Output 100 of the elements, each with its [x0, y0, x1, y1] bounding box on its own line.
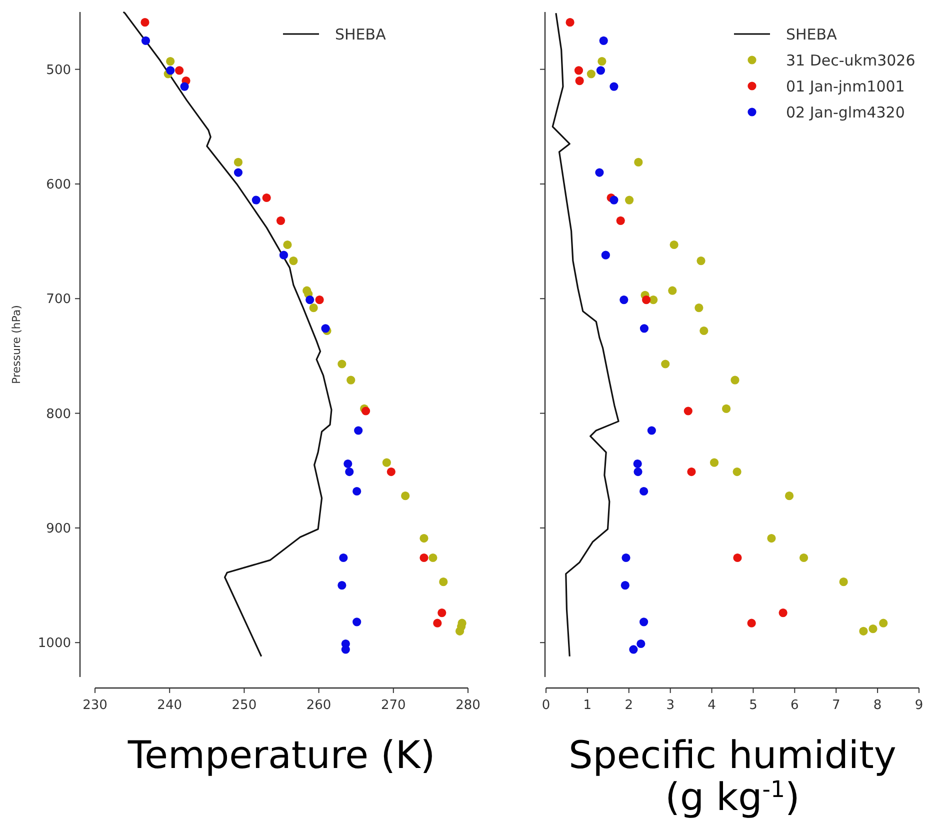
- point: [747, 618, 756, 628]
- point: [575, 76, 584, 86]
- point: [640, 618, 648, 626]
- x-tick-label: 5: [749, 698, 758, 713]
- x-tick-label: 240: [157, 698, 182, 713]
- point: [879, 618, 888, 628]
- point: [321, 324, 330, 333]
- point: [420, 534, 428, 543]
- point: [306, 295, 314, 304]
- point: [694, 304, 704, 312]
- point: [596, 66, 606, 75]
- point: [642, 295, 651, 304]
- x-tick-label: 2: [624, 698, 634, 713]
- point: [799, 553, 808, 562]
- x-tick-label: 280: [456, 698, 480, 713]
- point: [166, 57, 175, 66]
- point: [620, 295, 628, 304]
- point: [175, 66, 184, 75]
- point: [346, 376, 356, 384]
- y-tick-label: 1000: [38, 636, 71, 652]
- x-tick-label: 3: [666, 698, 674, 713]
- legend-label: SHEBA: [335, 25, 387, 44]
- point: [362, 406, 370, 416]
- x-tick-label: 4: [708, 698, 716, 713]
- point: [420, 553, 428, 562]
- legend-label: 01 Jan-jnm1001: [786, 77, 905, 96]
- point: [180, 82, 189, 91]
- point: [234, 168, 243, 177]
- point: [622, 553, 630, 562]
- point: [778, 608, 788, 618]
- point: [338, 580, 346, 590]
- point: [401, 492, 410, 500]
- point: [633, 459, 642, 468]
- point: [315, 295, 324, 304]
- point: [668, 286, 677, 295]
- x-tick-label: 1: [583, 698, 592, 713]
- point: [566, 18, 574, 27]
- point: [732, 467, 742, 476]
- point: [344, 459, 352, 468]
- line-series: [122, 11, 332, 658]
- point: [629, 645, 638, 654]
- point: [574, 66, 584, 75]
- point: [595, 168, 604, 177]
- x-tick-label: 7: [832, 698, 840, 713]
- point: [640, 486, 648, 496]
- point: [730, 376, 740, 384]
- point: [386, 467, 396, 476]
- point: [433, 618, 442, 628]
- legend-label: 31 Dec-ukm3026: [786, 51, 916, 70]
- point: [661, 360, 670, 368]
- point: [767, 534, 776, 543]
- point: [345, 467, 354, 476]
- y-axis-title: Pressure (hPa): [10, 305, 23, 384]
- point: [784, 492, 794, 500]
- y-tick-label: 500: [46, 62, 71, 78]
- point: [382, 458, 391, 467]
- point: [289, 256, 298, 266]
- point: [687, 467, 696, 476]
- point: [166, 66, 175, 75]
- point: [141, 36, 150, 45]
- point: [620, 580, 630, 590]
- y-tick-label: 800: [46, 406, 71, 422]
- point: [647, 426, 656, 435]
- point: [700, 326, 708, 336]
- x-tick-label: 270: [380, 698, 406, 713]
- point: [279, 250, 288, 260]
- x-tick-label: 6: [790, 698, 799, 713]
- x-tick-label: 9: [914, 698, 924, 713]
- point: [684, 406, 692, 416]
- point: [733, 553, 742, 562]
- point: [354, 426, 363, 435]
- x-axis-title: Specific humidity (g kg$^{-1}$): [568, 733, 896, 819]
- point: [868, 624, 878, 634]
- point: [234, 158, 243, 166]
- x-tick-label: 260: [306, 698, 332, 713]
- point: [839, 578, 848, 586]
- point: [640, 324, 649, 333]
- point: [352, 486, 362, 496]
- point: [722, 404, 731, 414]
- point: [283, 240, 292, 250]
- point: [598, 57, 606, 66]
- x-tick-label: 230: [82, 698, 108, 713]
- x-axis-title: Temperature (K): [126, 733, 436, 777]
- x-tick-label: 8: [873, 698, 882, 713]
- point: [601, 250, 610, 260]
- point: [252, 196, 260, 204]
- point: [710, 458, 719, 467]
- point: [670, 240, 678, 250]
- point: [634, 158, 643, 166]
- point: [338, 360, 346, 368]
- point: [625, 196, 634, 204]
- point: [262, 193, 271, 202]
- point: [276, 216, 286, 225]
- x-tick-label: 0: [542, 698, 550, 713]
- y-tick-label: 600: [46, 178, 71, 193]
- point: [455, 626, 464, 636]
- point: [339, 553, 348, 562]
- point: [649, 295, 658, 304]
- point: [586, 70, 596, 78]
- point: [140, 18, 150, 27]
